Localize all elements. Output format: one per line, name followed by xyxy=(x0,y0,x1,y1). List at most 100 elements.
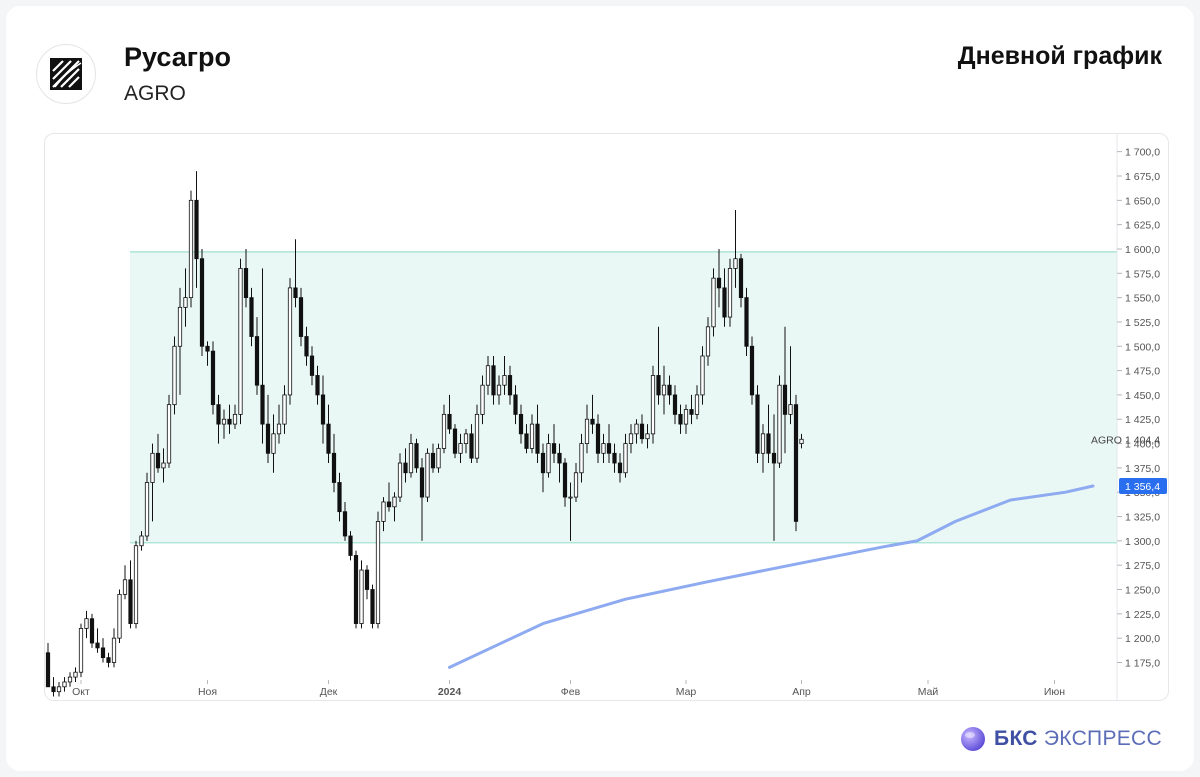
candle-body xyxy=(326,423,331,454)
candle-body xyxy=(62,681,67,688)
y-tick-label: 1 675,0 xyxy=(1125,171,1160,183)
y-tick-label: 1 275,0 xyxy=(1125,560,1160,572)
candle-body xyxy=(111,637,117,663)
x-tick-label: Ноя xyxy=(198,686,217,698)
candle-body xyxy=(221,418,227,425)
candle-body xyxy=(56,686,62,693)
candle-body xyxy=(381,501,386,522)
candle-body xyxy=(194,199,199,260)
price-chart: 1 175,0 1 200,0 1 225,0 1 250,0 1 275,0 1 300… xyxy=(45,134,1167,700)
candle-body xyxy=(496,384,502,396)
candle-body xyxy=(766,433,771,454)
candle-body xyxy=(463,433,469,444)
candle-body xyxy=(513,394,518,415)
brand-name: БКС ЭКСПРЕСС xyxy=(994,727,1162,751)
x-tick-label: Фев xyxy=(561,686,581,698)
candle-body xyxy=(546,443,551,474)
rusagro-logo-icon xyxy=(50,58,82,90)
candle-body xyxy=(661,384,667,396)
candle-body xyxy=(562,462,568,498)
candle-body xyxy=(177,306,183,347)
candle-body xyxy=(782,384,788,415)
candle-body xyxy=(144,482,150,537)
candle-body xyxy=(579,443,584,474)
candle-body xyxy=(452,428,458,454)
candle-body xyxy=(320,394,326,425)
x-tick-label: Апр xyxy=(792,686,811,698)
y-tick-label: 1 475,0 xyxy=(1125,366,1160,378)
candle-body xyxy=(502,375,507,386)
last-price-label: 1 404,4 xyxy=(1125,434,1160,446)
candle-body xyxy=(705,326,711,357)
candle-body xyxy=(337,482,342,513)
candle-body xyxy=(166,404,172,464)
candle-body xyxy=(205,345,210,352)
candle-body xyxy=(67,676,73,683)
candle-body xyxy=(419,467,425,498)
candle-body xyxy=(480,384,485,415)
candle-body xyxy=(749,345,755,396)
candle-body xyxy=(199,258,205,347)
candle-body xyxy=(524,433,529,449)
candle-body xyxy=(639,423,645,440)
y-tick-label: 1 600,0 xyxy=(1125,244,1160,256)
candle-body xyxy=(183,297,188,308)
candle-body xyxy=(744,297,749,347)
y-tick-label: 1 650,0 xyxy=(1125,195,1160,207)
y-tick-label: 1 300,0 xyxy=(1125,536,1160,548)
y-tick-label: 1 200,0 xyxy=(1125,633,1160,645)
brand-logo: БКС ЭКСПРЕСС xyxy=(960,726,1162,752)
candle-body xyxy=(408,443,414,474)
candle-body xyxy=(568,496,573,499)
candle-body xyxy=(485,365,491,386)
x-tick-label: Окт xyxy=(72,686,90,698)
candle-body xyxy=(348,535,353,556)
candle-body xyxy=(667,384,672,396)
candle-body xyxy=(150,452,155,483)
candle-body xyxy=(216,404,221,425)
candle-body xyxy=(711,277,716,328)
candle-body xyxy=(727,268,733,318)
candle-body xyxy=(331,452,337,483)
candle-body xyxy=(529,423,535,449)
candle-body xyxy=(265,423,271,454)
candle-body xyxy=(100,647,106,659)
y-tick-label: 1 450,0 xyxy=(1125,390,1160,402)
candle-body xyxy=(342,511,348,537)
candle-body xyxy=(386,501,392,508)
candle-body xyxy=(672,394,678,415)
candle-body xyxy=(78,628,84,673)
candle-body xyxy=(733,258,738,269)
x-tick-label: Май xyxy=(918,686,939,698)
candle-body xyxy=(738,258,744,299)
company-logo xyxy=(36,44,96,104)
candle-body xyxy=(227,418,232,425)
candle-body xyxy=(161,462,166,469)
candle-body xyxy=(557,452,562,464)
candle-body xyxy=(304,336,309,357)
y-tick-label: 1 500,0 xyxy=(1125,341,1160,353)
candle-body xyxy=(397,462,403,498)
y-tick-label: 1 700,0 xyxy=(1125,147,1160,159)
candle-body xyxy=(293,287,298,299)
candle-body xyxy=(612,452,617,464)
candle-body xyxy=(375,521,381,624)
x-tick-label: Дек xyxy=(320,686,338,698)
candle-body xyxy=(106,657,111,663)
candle-body xyxy=(95,642,100,649)
candle-body xyxy=(518,413,524,435)
candle-body xyxy=(656,375,661,396)
candle-body xyxy=(172,345,177,406)
candle-body xyxy=(760,433,766,454)
candle-body xyxy=(678,413,683,425)
candle-body xyxy=(232,413,238,425)
candle-body xyxy=(535,423,540,454)
candle-body xyxy=(370,589,375,624)
brand-name-rest: ЭКСПРЕСС xyxy=(1043,727,1162,750)
candle-body xyxy=(777,384,782,464)
y-tick-label: 1 225,0 xyxy=(1125,609,1160,621)
candle-body xyxy=(430,452,436,469)
candle-body xyxy=(634,423,639,435)
candle-body xyxy=(788,404,793,415)
candle-body xyxy=(771,452,777,464)
